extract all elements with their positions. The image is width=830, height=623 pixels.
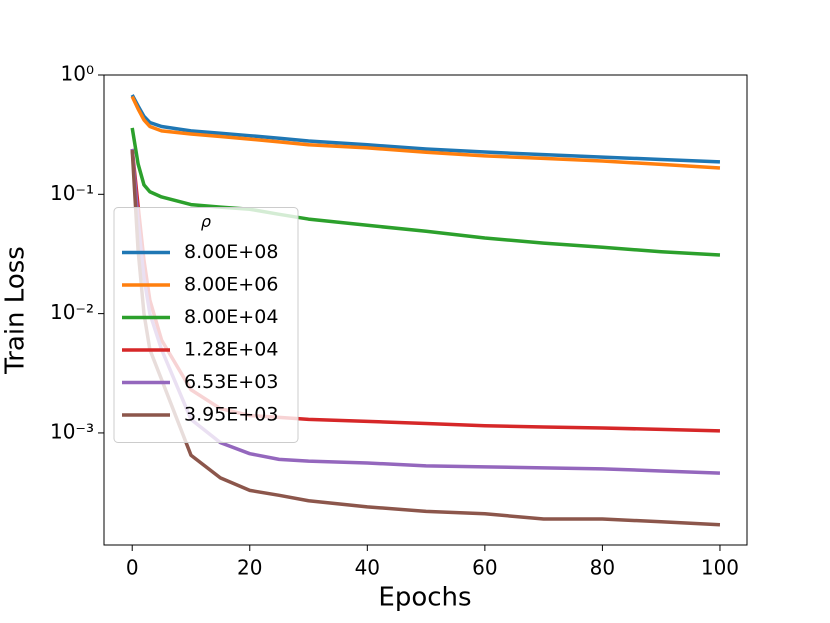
legend-label: 6.53E+03 — [184, 371, 278, 393]
legend-label: 3.95E+03 — [184, 404, 278, 426]
x-tick-label: 80 — [590, 556, 615, 580]
y-axis-label: Train Loss — [1, 246, 31, 375]
y-tick-label: 10⁰ — [61, 62, 94, 86]
legend-label: 8.00E+08 — [184, 241, 278, 263]
plot-frame — [103, 74, 748, 546]
y-tick-label: 10⁻³ — [50, 419, 94, 443]
x-tick-label: 40 — [355, 556, 380, 580]
x-axis-label: Epochs — [378, 583, 471, 613]
x-tick-label: 100 — [701, 556, 739, 580]
series-line — [130, 95, 721, 170]
x-tick-label: 20 — [237, 556, 262, 580]
x-tick-label: 60 — [472, 556, 497, 580]
legend-label: 8.00E+06 — [184, 274, 278, 296]
series-line — [130, 94, 721, 164]
legend-title: ρ — [201, 212, 211, 231]
legend-label: 8.00E+04 — [184, 306, 278, 328]
x-tick-label: 0 — [126, 556, 139, 580]
legend-label: 1.28E+04 — [184, 339, 278, 361]
y-tick-label: 10⁻² — [50, 300, 94, 324]
y-tick-label: 10⁻¹ — [50, 181, 94, 205]
